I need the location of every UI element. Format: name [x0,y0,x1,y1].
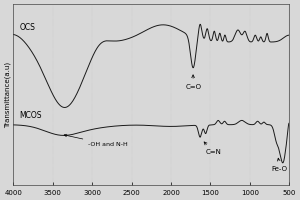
Text: OCS: OCS [20,23,36,32]
Text: Fe-O: Fe-O [272,158,288,172]
Text: MCOS: MCOS [20,111,42,120]
Text: C=N: C=N [204,142,221,155]
Text: -OH and N-H: -OH and N-H [64,134,128,147]
Text: C=O: C=O [185,75,201,90]
Y-axis label: Transmittance(a.u): Transmittance(a.u) [4,62,11,128]
